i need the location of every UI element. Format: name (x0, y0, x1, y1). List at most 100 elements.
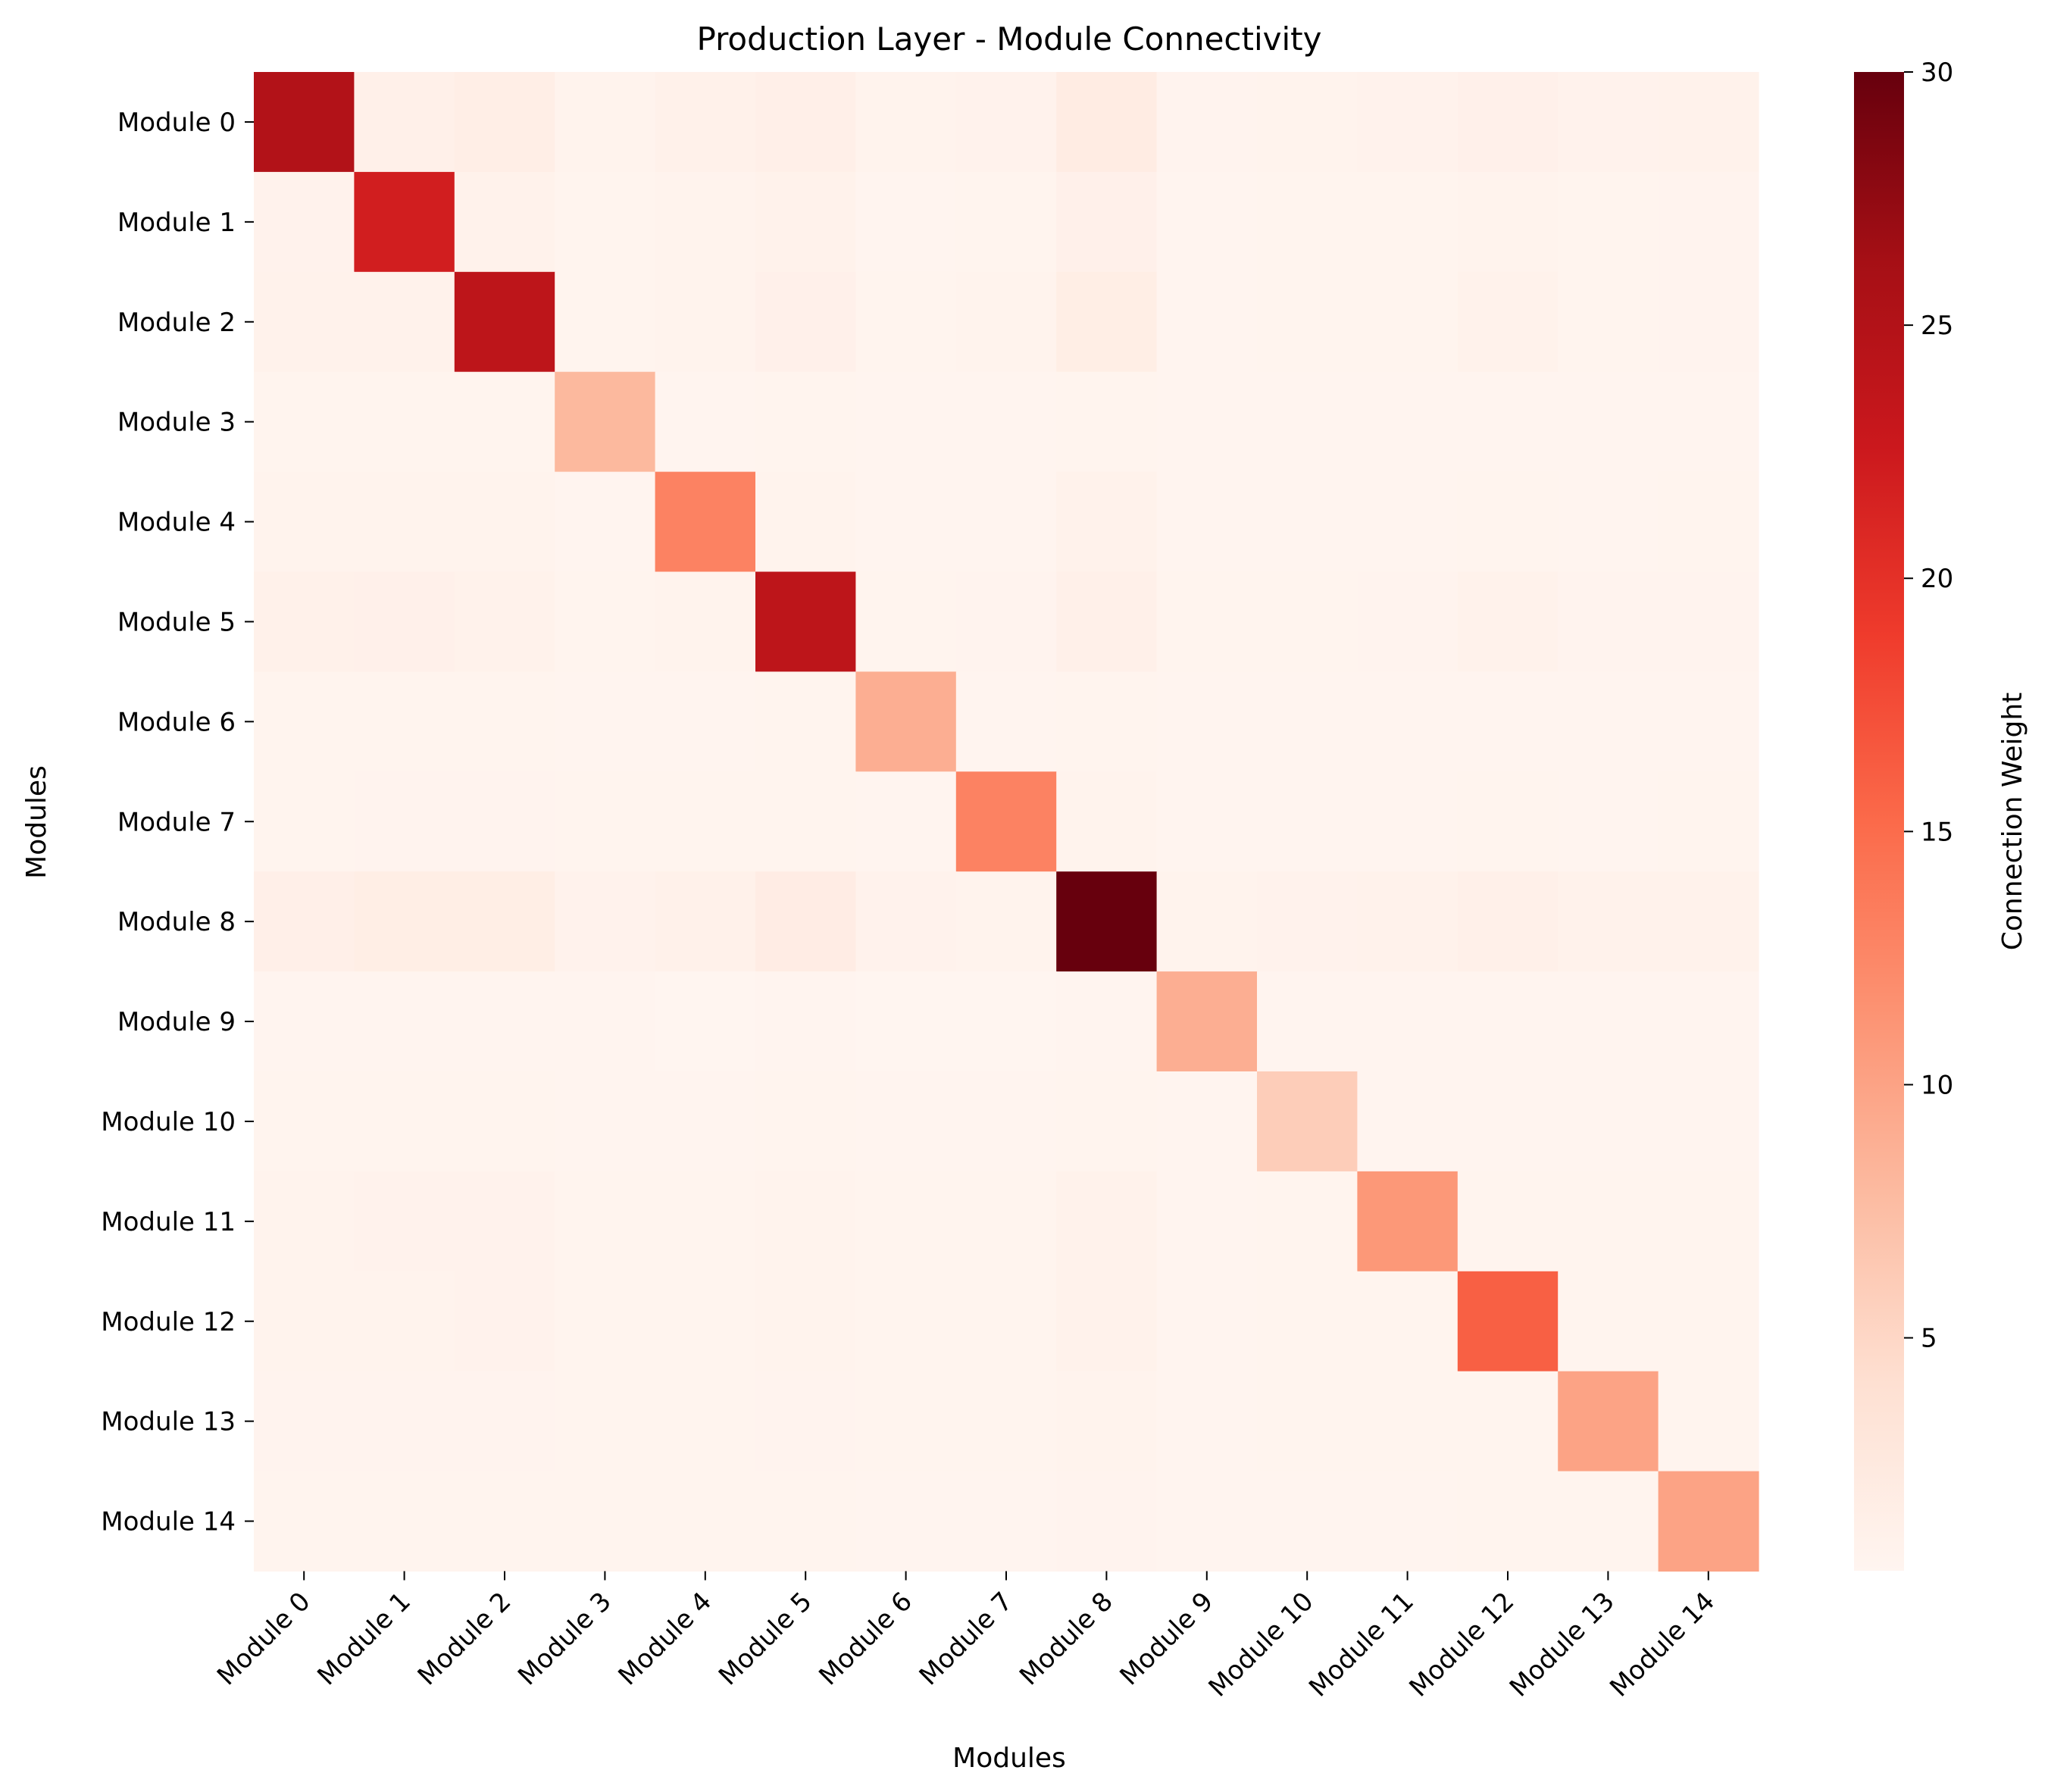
heatmap-cell-3-9 (1156, 371, 1258, 473)
heatmap-cell-5-0 (254, 571, 355, 672)
heatmap-cell-10-10 (1257, 1071, 1358, 1172)
y-tick-label: Module 6 (117, 707, 236, 737)
heatmap-cell-12-8 (1056, 1271, 1158, 1372)
heatmap-cell-0-8 (1056, 72, 1158, 173)
x-tick-label: Module 0 (211, 1587, 317, 1692)
x-tick-label: Module 8 (1014, 1587, 1119, 1692)
heatmap-cell-10-0 (254, 1071, 355, 1172)
heatmap-cell-8-12 (1457, 871, 1559, 972)
heatmap-cell-11-13 (1558, 1171, 1659, 1272)
heatmap-cell-11-14 (1658, 1171, 1759, 1272)
heatmap-cell-6-11 (1357, 671, 1459, 772)
heatmap-cell-1-14 (1658, 171, 1759, 273)
y-tick-label: Module 0 (117, 108, 236, 138)
heatmap-cell-14-13 (1558, 1471, 1659, 1572)
heatmap-cell-9-6 (855, 971, 957, 1072)
heatmap-cell-6-12 (1457, 671, 1559, 772)
heatmap-cell-12-11 (1357, 1271, 1459, 1372)
heatmap-cell-7-6 (855, 771, 957, 872)
heatmap-cell-8-1 (354, 871, 455, 972)
heatmap-cell-6-1 (354, 671, 455, 772)
heatmap-cell-5-7 (955, 571, 1057, 672)
heatmap-cell-12-9 (1156, 1271, 1258, 1372)
heatmap-cell-8-8 (1056, 871, 1158, 972)
x-tick-label: Module 1 (311, 1587, 417, 1692)
heatmap-cell-9-3 (555, 971, 656, 1072)
heatmap-cell-0-1 (354, 72, 455, 173)
heatmap-cell-5-4 (655, 571, 756, 672)
x-tick-label: Module 2 (412, 1587, 517, 1692)
x-tick-label: Module 7 (914, 1587, 1019, 1692)
heatmap-cell-10-13 (1558, 1071, 1659, 1172)
heatmap-cell-0-4 (655, 72, 756, 173)
heatmap-cell-12-1 (354, 1271, 455, 1372)
heatmap-cell-12-0 (254, 1271, 355, 1372)
heatmap-cell-4-11 (1357, 471, 1459, 573)
heatmap-cell-14-4 (655, 1471, 756, 1572)
colorbar-tick-label: 25 (1921, 311, 1953, 341)
x-axis-label: Modules (952, 1743, 1066, 1774)
heatmap-cell-4-14 (1658, 471, 1759, 573)
heatmap-cell-9-12 (1457, 971, 1559, 1072)
heatmap-cell-0-5 (755, 72, 856, 173)
heatmap-cell-2-6 (855, 271, 957, 373)
heatmap-cell-7-14 (1658, 771, 1759, 872)
heatmap-cell-13-6 (855, 1371, 957, 1472)
heatmap-cell-3-3 (555, 371, 656, 473)
heatmap-cell-1-7 (955, 171, 1057, 273)
heatmap-cell-10-1 (354, 1071, 455, 1172)
heatmap-cell-11-6 (855, 1171, 957, 1272)
heatmap-cell-2-13 (1558, 271, 1659, 373)
heatmap-cell-5-2 (454, 571, 555, 672)
heatmap-cell-1-9 (1156, 171, 1258, 273)
heatmap-cell-6-0 (254, 671, 355, 772)
heatmap-cell-1-12 (1457, 171, 1559, 273)
heatmap-cell-10-14 (1658, 1071, 1759, 1172)
heatmap-cell-6-14 (1658, 671, 1759, 772)
heatmap-cell-5-13 (1558, 571, 1659, 672)
heatmap-cell-2-14 (1658, 271, 1759, 373)
heatmap-cell-0-3 (555, 72, 656, 173)
heatmap-cell-13-10 (1257, 1371, 1358, 1472)
heatmap-cell-11-5 (755, 1171, 856, 1272)
chart-title: Production Layer - Module Connectivity (696, 20, 1321, 58)
y-tick-label: Module 3 (117, 408, 236, 438)
heatmap-cell-14-0 (254, 1471, 355, 1572)
heatmap-cell-12-4 (655, 1271, 756, 1372)
heatmap-cell-1-5 (755, 171, 856, 273)
heatmap-cell-13-9 (1156, 1371, 1258, 1472)
heatmap-cell-9-8 (1056, 971, 1158, 1072)
heatmap-cell-7-2 (454, 771, 555, 872)
y-axis-label: Modules (21, 765, 52, 879)
heatmap-cell-4-10 (1257, 471, 1358, 573)
colorbar-label: Connection Weight (1997, 693, 2028, 951)
heatmap-cell-14-14 (1658, 1471, 1759, 1572)
colorbar (1854, 72, 1904, 1571)
heatmap-cell-11-10 (1257, 1171, 1358, 1272)
heatmap-cell-13-11 (1357, 1371, 1459, 1472)
heatmap-cell-10-3 (555, 1071, 656, 1172)
heatmap-cell-8-5 (755, 871, 856, 972)
heatmap-cell-6-8 (1056, 671, 1158, 772)
heatmap-cell-9-5 (755, 971, 856, 1072)
heatmap-cell-3-8 (1056, 371, 1158, 473)
heatmap-cell-14-2 (454, 1471, 555, 1572)
heatmap-cell-5-14 (1658, 571, 1759, 672)
heatmap-cell-8-0 (254, 871, 355, 972)
heatmap-cell-3-14 (1658, 371, 1759, 473)
heatmap-cell-4-8 (1056, 471, 1158, 573)
heatmap-cell-12-14 (1658, 1271, 1759, 1372)
heatmap-cell-6-3 (555, 671, 656, 772)
heatmap-cell-0-10 (1257, 72, 1358, 173)
heatmap-cell-5-12 (1457, 571, 1559, 672)
heatmap-cell-5-9 (1156, 571, 1258, 672)
heatmap-cell-14-1 (354, 1471, 455, 1572)
heatmap-cell-13-5 (755, 1371, 856, 1472)
heatmap-cell-2-9 (1156, 271, 1258, 373)
heatmap-cell-2-10 (1257, 271, 1358, 373)
heatmap-cell-7-1 (354, 771, 455, 872)
y-axis-ticks: Module 0 Module 1 Module 2 Module 3 Module 4… (101, 108, 254, 1537)
heatmap-cell-14-11 (1357, 1471, 1459, 1572)
heatmap-cell-4-1 (354, 471, 455, 573)
heatmap-cell-4-13 (1558, 471, 1659, 573)
